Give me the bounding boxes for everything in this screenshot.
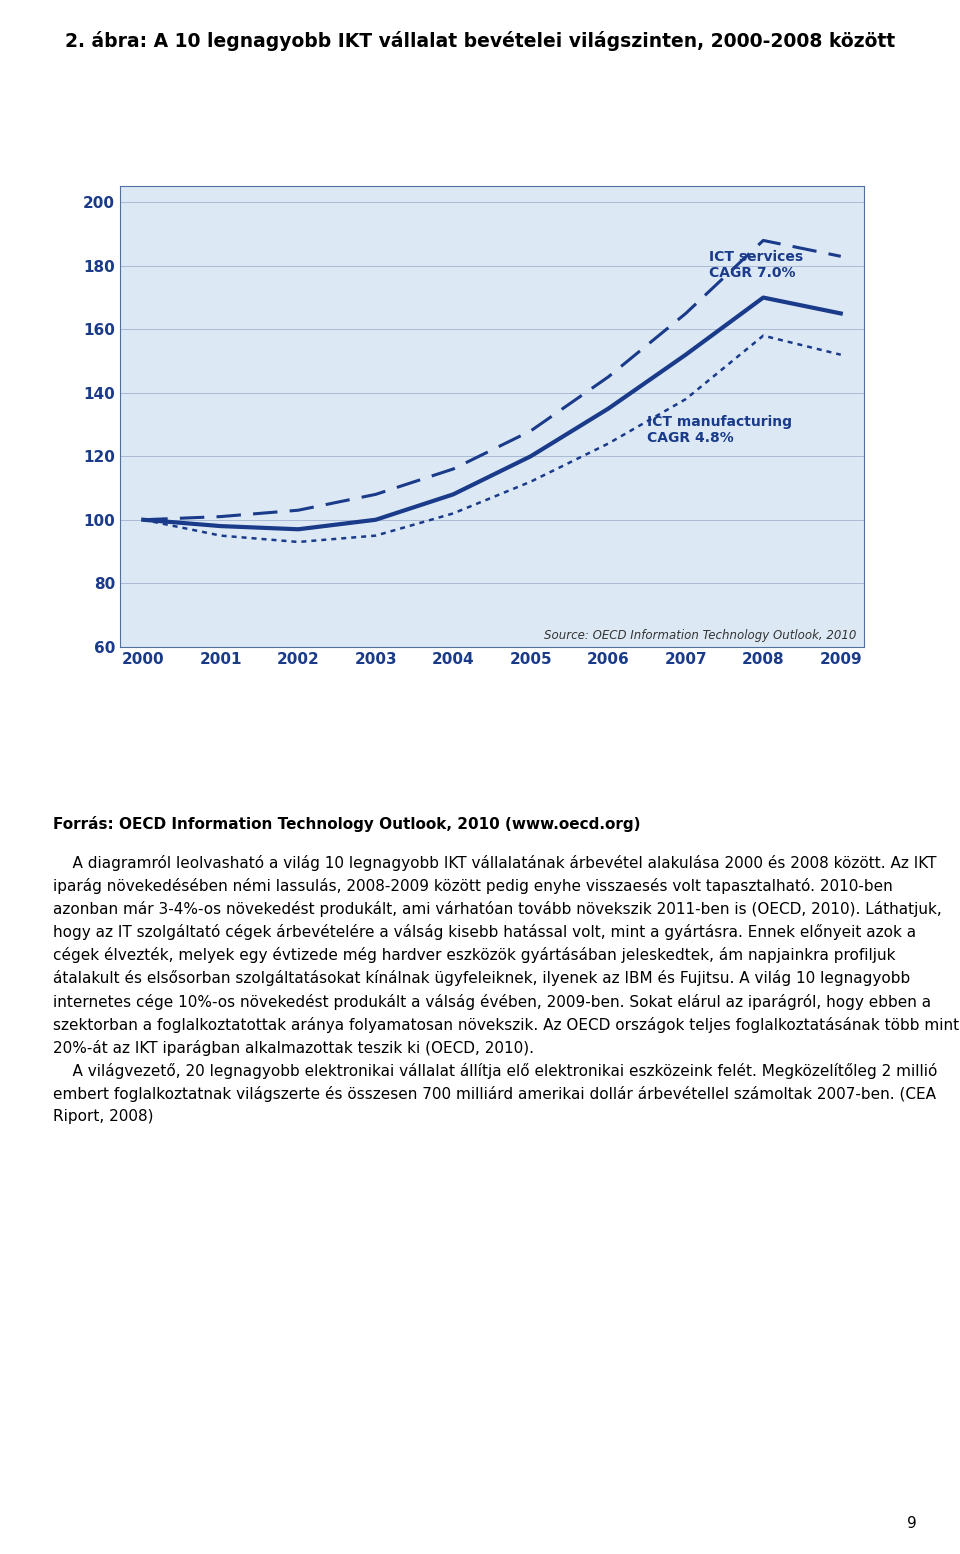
Text: ICT manufacturing
CAGR 4.8%: ICT manufacturing CAGR 4.8% <box>647 415 792 444</box>
Text: A diagramról leolvasható a világ 10 legnagyobb IKT vállalatának árbevétel alakul: A diagramról leolvasható a világ 10 legn… <box>53 855 959 1124</box>
Text: ICT services
CAGR 7.0%: ICT services CAGR 7.0% <box>709 250 804 280</box>
Text: Source: OECD Information Technology Outlook, 2010: Source: OECD Information Technology Outl… <box>544 629 856 642</box>
Text: Forrás: OECD Information Technology Outlook, 2010 (www.oecd.org): Forrás: OECD Information Technology Outl… <box>53 816 640 831</box>
Text: 2. ábra: A 10 legnagyobb IKT vállalat bevételei világszinten, 2000-2008 között: 2. ábra: A 10 legnagyobb IKT vállalat be… <box>65 31 895 51</box>
Text: 9: 9 <box>907 1515 917 1531</box>
